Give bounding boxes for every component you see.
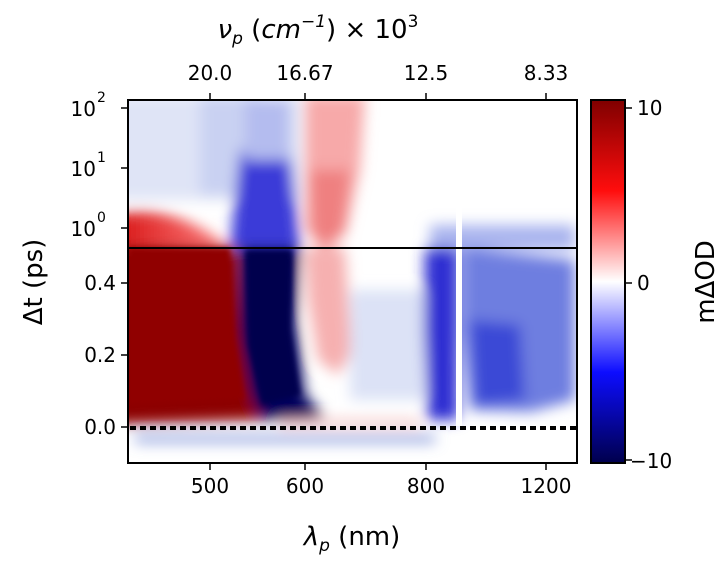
heatmap-upper-blue-top	[245, 100, 290, 160]
y-tick-label: 0.0	[84, 415, 116, 439]
y-tick-exponent: 1	[97, 150, 106, 166]
x-tick-label: 600	[286, 474, 324, 498]
colorbar-tick-label: 10	[637, 96, 662, 120]
y-tick-exponent: 0	[97, 210, 106, 226]
heatmap-upper-red-core	[310, 170, 350, 248]
colorbar: 10 0 −10 mΔOD	[590, 96, 718, 473]
heatmap-lower-faint-band	[350, 290, 425, 400]
heatmap-lower-time-zero-red	[280, 420, 420, 426]
x-tick-label: 800	[407, 474, 445, 498]
heatmap	[128, 100, 577, 463]
top-tick-label: 8.33	[524, 61, 569, 85]
x-axis: 500 600 800 1200 λp (nm)	[191, 463, 572, 556]
top-tick-label: 20.0	[188, 61, 233, 85]
top-tick-label: 12.5	[404, 61, 449, 85]
heatmap-lower-red-edge	[128, 248, 245, 405]
y-axis: 10 2 10 1 10 0 0.4 0.2 0.0 Δt (ps)	[19, 90, 128, 439]
y-tick-label: 10	[71, 157, 96, 181]
heatmap-lower-time-zero-stripe	[135, 436, 435, 442]
top-axis-label: νp (cm−1) × 103	[218, 12, 419, 49]
heatmap-lower-nir-blue-a	[424, 248, 458, 420]
x-tick-label: 500	[191, 474, 229, 498]
y-tick-label: 10	[71, 217, 96, 241]
plot-frame	[127, 99, 578, 464]
x-axis-label: λp (nm)	[302, 522, 401, 556]
y-tick-exponent: 2	[97, 90, 106, 106]
heatmap-lower-red-rise	[305, 248, 350, 375]
y-tick-label: 10	[71, 97, 96, 121]
colorbar-tick-label: 0	[637, 271, 650, 295]
heatmap-upper-blue-band	[230, 150, 300, 248]
colorbar-label: mΔOD	[691, 240, 718, 324]
top-tick-label: 16.67	[276, 61, 333, 85]
heatmap-upper-nir-blue	[430, 225, 575, 250]
y-tick-label: 0.4	[84, 271, 116, 295]
heatmap-lower-blue-edge	[245, 250, 300, 405]
x-tick-label: 1200	[521, 474, 572, 498]
colorbar-tick-label: −10	[630, 449, 672, 473]
y-axis-label: Δt (ps)	[19, 239, 49, 326]
heatmap-upper-red-band	[128, 211, 230, 248]
y-tick-label: 0.2	[84, 343, 116, 367]
colorbar-gradient	[590, 99, 626, 464]
heatmap-lower-nir-blue-core	[470, 320, 525, 405]
heatmap-data-gap	[456, 100, 462, 426]
top-axis: 20.0 16.67 12.5 8.33 νp (cm−1) × 103	[188, 12, 569, 100]
